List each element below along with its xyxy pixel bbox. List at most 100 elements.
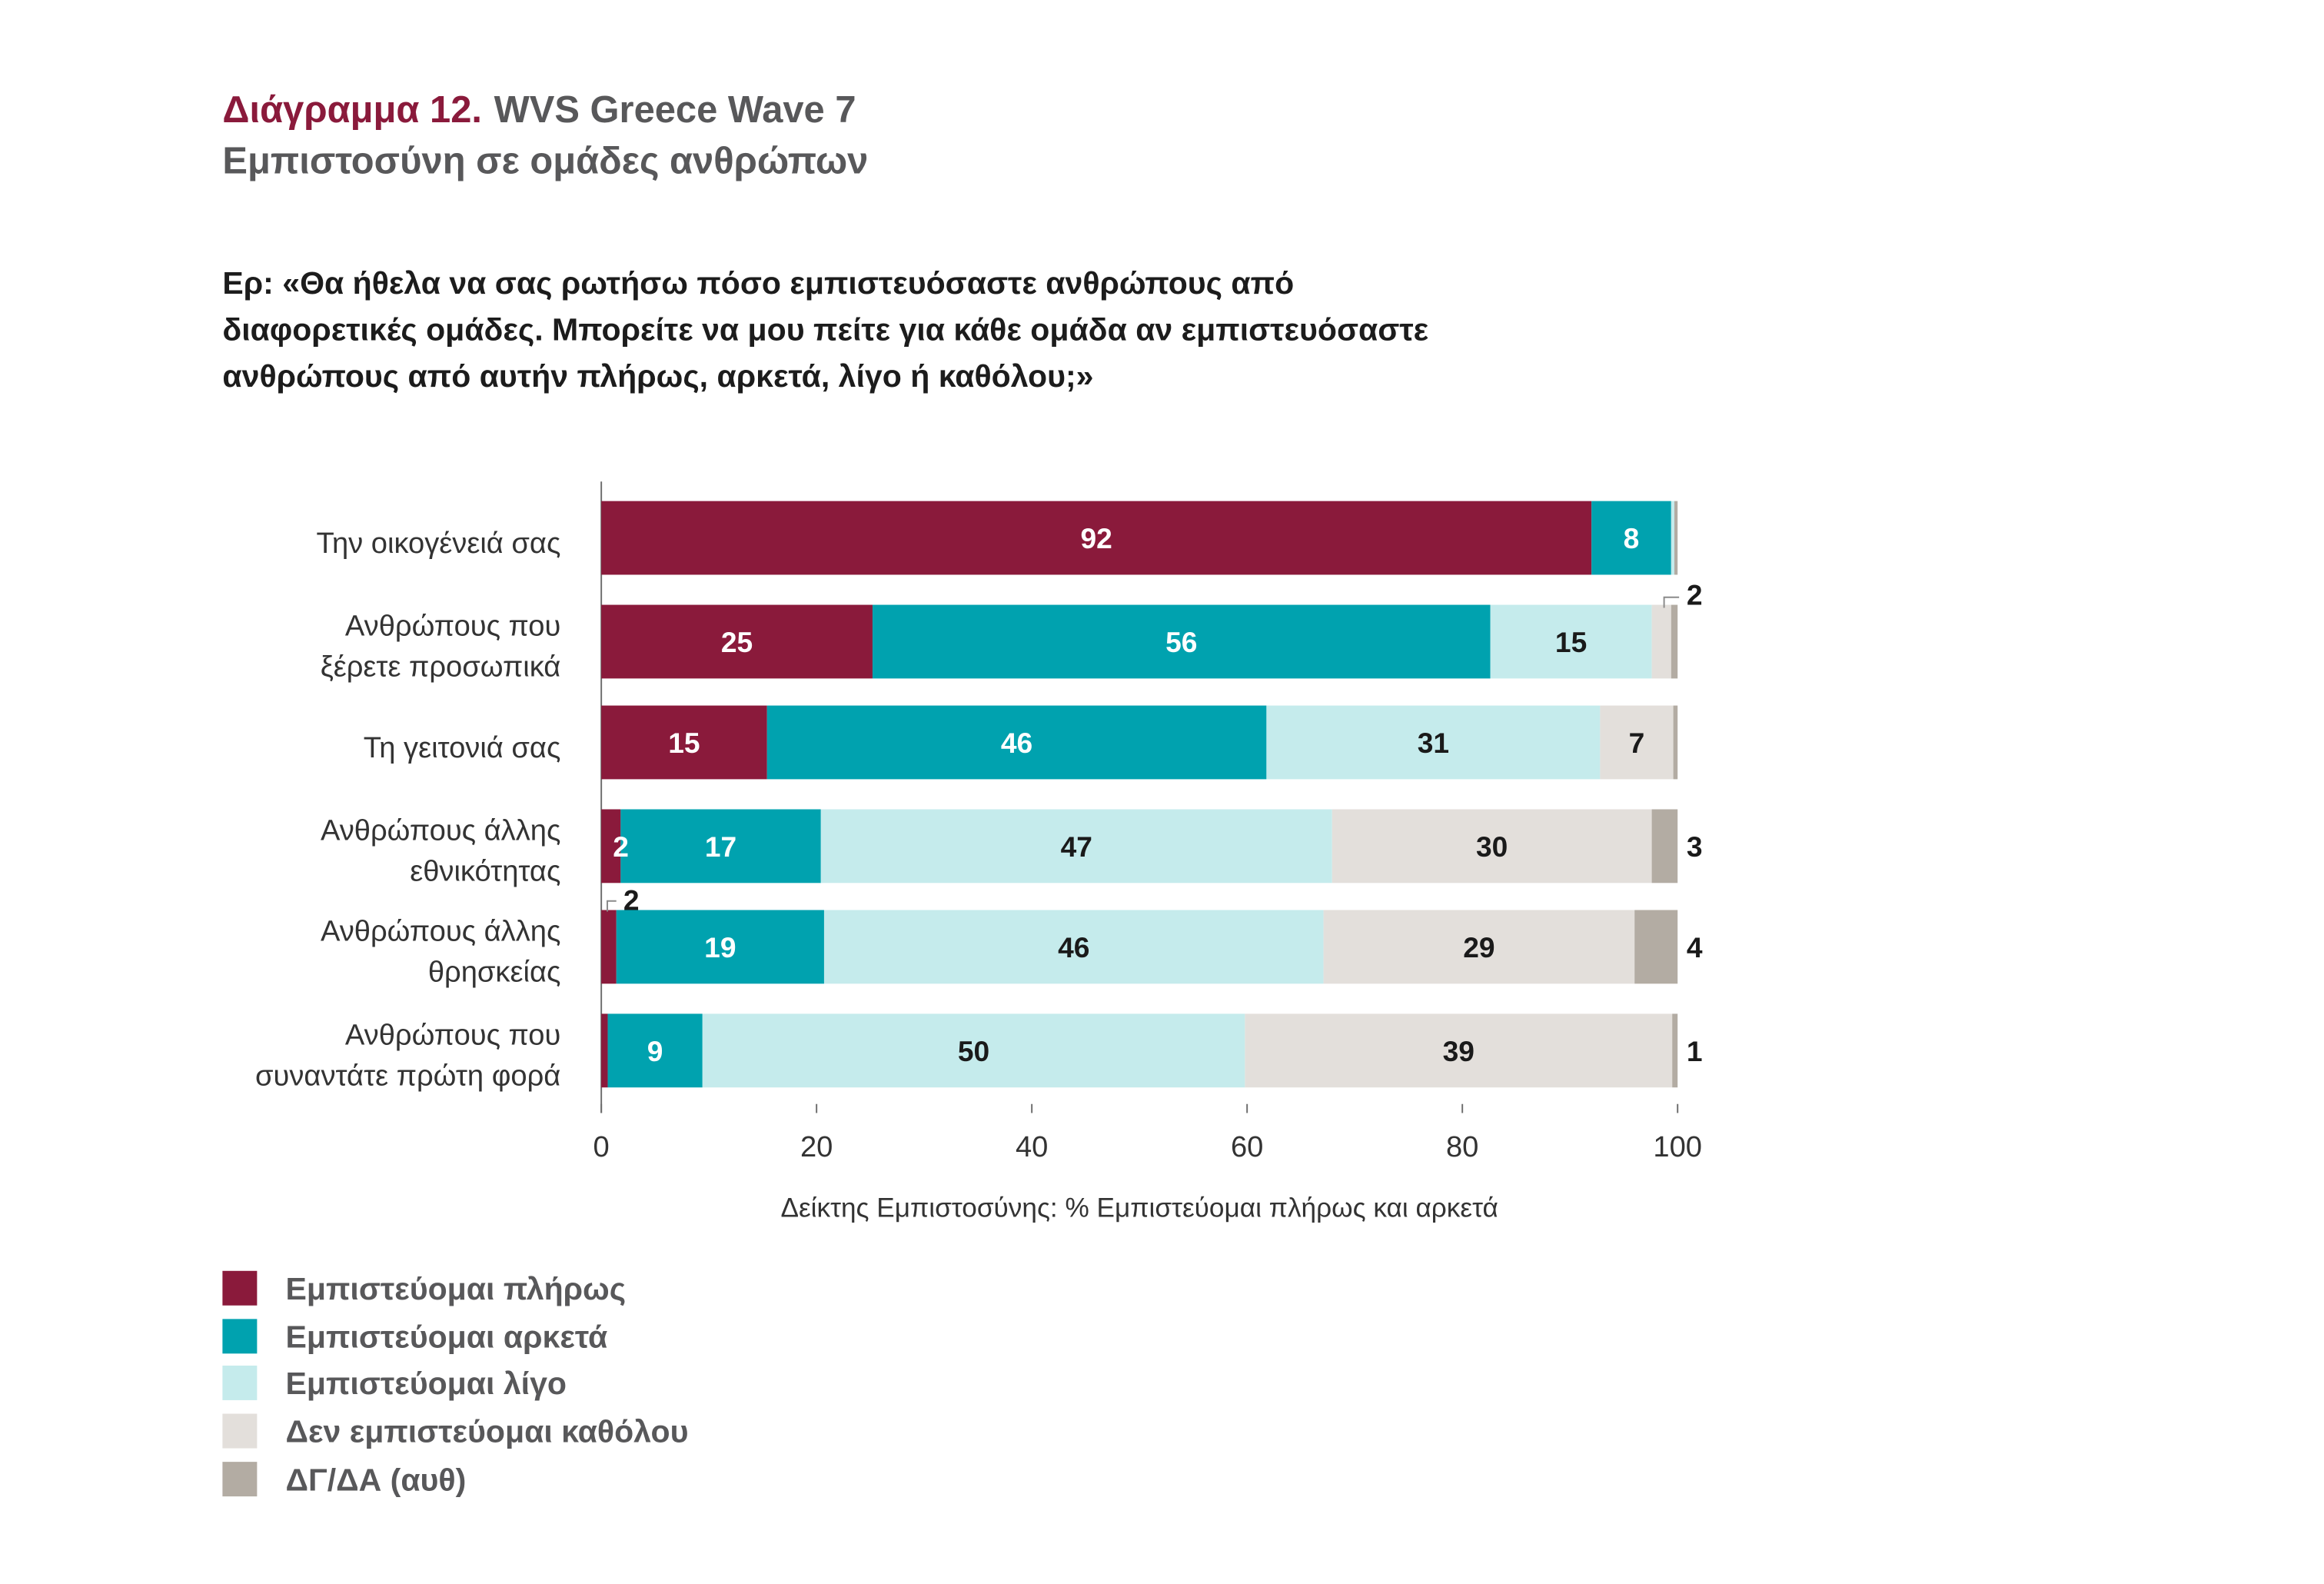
data-label: 4 (1687, 931, 1703, 963)
label-leader-line (1663, 596, 1680, 608)
category-label: Ανθρώπους που συναντάτε πρώτη φορά (255, 1019, 560, 1093)
legend-label: Εμπιστεύομαι αρκετά (286, 1319, 608, 1355)
bar-segment (1673, 705, 1678, 780)
data-label: 92 (1081, 522, 1112, 554)
data-label: 46 (1058, 931, 1089, 963)
bar-segment (1245, 1013, 1673, 1088)
category-label: Ανθρώπους που ξέρετε προσωπικά (321, 610, 561, 684)
data-label: 30 (1476, 830, 1508, 863)
bar-segment (1332, 809, 1652, 884)
legend-item: Εμπιστεύομαι πλήρως (222, 1270, 626, 1306)
bar-row: Τη γειτονιά σας 15 46 31 7 (364, 705, 1678, 780)
bar-segment (1323, 910, 1635, 984)
data-label: 3 (1687, 830, 1703, 863)
legend-swatch (222, 1319, 258, 1354)
data-label: 56 (1165, 626, 1197, 658)
question-line: ανθρώπους από αυτήν πλήρως, αρκετά, λίγο… (222, 358, 1093, 394)
data-label: 29 (1463, 931, 1494, 963)
x-tick-label: 20 (800, 1130, 833, 1163)
data-label: 15 (668, 727, 700, 759)
bar-segment (872, 604, 1491, 679)
bar-row: Ανθρώπους που συναντάτε πρώτη φορά 9 50 39 1 (255, 1013, 1703, 1092)
x-tick-label: 0 (593, 1130, 610, 1163)
bar-segment (1674, 501, 1678, 575)
category-label-line: Ανθρώπους που (345, 610, 560, 643)
bar-segment (1651, 809, 1678, 884)
data-label: 2 (623, 884, 640, 916)
category-label: Την οικογένειά σας (316, 527, 560, 560)
data-label: 31 (1418, 727, 1449, 759)
category-label: Ανθρώπους άλλης θρησκείας (321, 915, 560, 989)
data-label: 2 (613, 830, 629, 863)
data-label: 46 (1001, 727, 1032, 759)
bar-segment (702, 1013, 1245, 1088)
category-label-line: εθνικότητας (410, 854, 560, 887)
bar-segment (766, 705, 1267, 780)
bar-segment (620, 809, 821, 884)
data-label: 39 (1443, 1035, 1475, 1067)
label-leader-line (606, 900, 617, 912)
legend-label: Εμπιστεύομαι λίγο (286, 1366, 567, 1401)
data-label: 47 (1061, 830, 1092, 863)
chart-subtitle: Εμπιστοσύνη σε ομάδες ανθρώπων (222, 140, 868, 181)
bar-row: Ανθρώπους άλλης θρησκείας 2 19 46 29 4 (321, 884, 1703, 988)
bar-segment (601, 910, 617, 984)
category-label-line: Ανθρώπους που (345, 1019, 560, 1052)
bar-segment (601, 1013, 608, 1088)
bar-row: Ανθρώπους άλλης εθνικότητας 2 17 47 30 3 (321, 809, 1703, 887)
bar-segment (607, 1013, 703, 1088)
legend-swatch (222, 1413, 258, 1449)
category-label-line: Ανθρώπους άλλης (321, 814, 560, 847)
data-label: 15 (1555, 626, 1587, 658)
legend-item: Εμπιστεύομαι λίγο (222, 1365, 567, 1401)
category-label: Τη γειτονιά σας (364, 731, 561, 764)
category-label-line: Την οικογένειά σας (316, 527, 560, 560)
bar-segment (1600, 705, 1674, 780)
category-label: Ανθρώπους άλλης εθνικότητας (321, 814, 560, 888)
figure-label: Διάγραμμα 12. (222, 89, 482, 131)
data-label: 2 (1687, 579, 1703, 611)
question-line: Ερ: «Θα ήθελα να σας ρωτήσω πόσο εμπιστε… (222, 265, 1294, 301)
x-tick-label: 40 (1016, 1130, 1048, 1163)
bar-segment (1651, 604, 1671, 679)
bar-segment (823, 910, 1324, 984)
legend-item: ΔΓ/ΔΑ (αυθ) (222, 1462, 466, 1497)
survey-question: Ερ: «Θα ήθελα να σας ρωτήσω πόσο εμπιστε… (222, 265, 1428, 394)
question-line: διαφορετικές ομάδες. Μπορείτε να μου πεί… (222, 311, 1428, 347)
category-label-line: Ανθρώπους άλλης (321, 915, 560, 948)
bar-segment (601, 809, 621, 884)
data-label: 8 (1624, 522, 1640, 554)
data-label: 19 (704, 931, 736, 963)
data-label: 25 (721, 626, 753, 658)
bar-segment (820, 809, 1332, 884)
x-tick-label: 60 (1231, 1130, 1263, 1163)
bar-row: Την οικογένειά σας 92 8 (316, 501, 1678, 575)
legend-label: ΔΓ/ΔΑ (αυθ) (286, 1462, 467, 1497)
data-label: 17 (705, 830, 736, 863)
legend-item: Δεν εμπιστεύομαι καθόλου (222, 1413, 689, 1449)
data-label: 7 (1629, 727, 1645, 759)
bar-segment (601, 501, 1592, 575)
bar-segment (601, 604, 873, 679)
category-label-line: θρησκείας (428, 955, 561, 988)
bar-segment (1671, 501, 1674, 575)
bar-segment (1634, 910, 1678, 984)
bar-segment (616, 910, 824, 984)
title-text: WVS Greece Wave 7 (494, 89, 856, 131)
bar-segment (1490, 604, 1652, 679)
bar-segment (1672, 1013, 1678, 1088)
bar-segment (1671, 604, 1678, 679)
chart-title: Διάγραμμα 12. WVS Greece Wave 7 (222, 89, 856, 131)
legend-swatch (222, 1462, 258, 1497)
bar-row: Ανθρώπους που ξέρετε προσωπικά 25 56 15 2 (321, 579, 1703, 684)
legend-swatch (222, 1365, 258, 1400)
x-tick-label: 80 (1446, 1130, 1478, 1163)
legend-swatch (222, 1270, 258, 1306)
bar-segment (1266, 705, 1601, 780)
x-tick-label: 100 (1653, 1130, 1702, 1163)
data-label: 9 (647, 1035, 663, 1067)
legend-label: Δεν εμπιστεύομαι καθόλου (286, 1414, 689, 1449)
category-label-line: ξέρετε προσωπικά (321, 650, 561, 683)
